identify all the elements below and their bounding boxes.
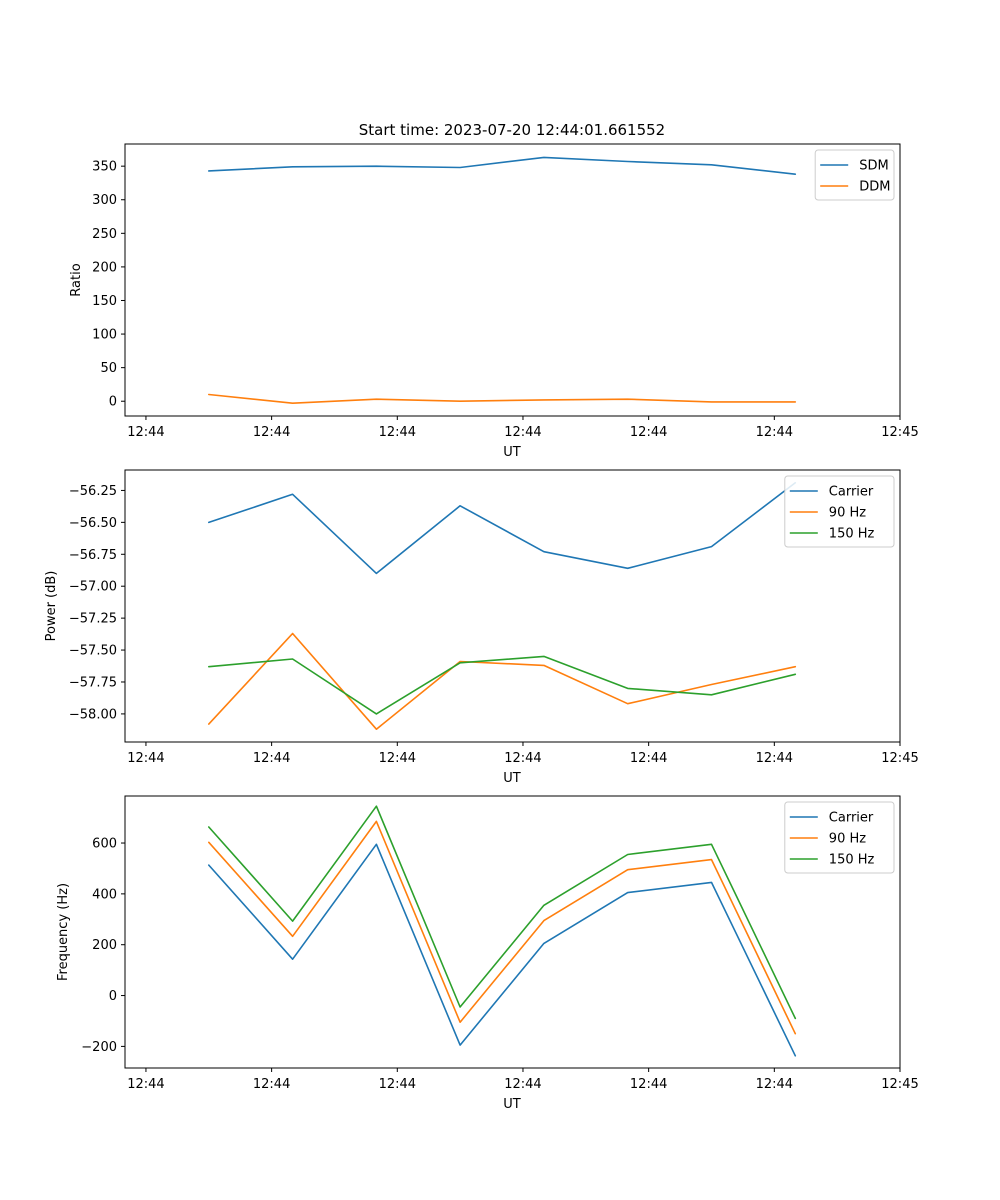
y-tick-label: −57.50 <box>69 644 117 659</box>
ratio-chart-panel: Start time: 2023-07-20 12:44:01.661552 U… <box>69 121 919 460</box>
x-tick-label: 12:44 <box>127 751 164 766</box>
y-tick-label: 100 <box>92 328 117 343</box>
legend-label-carrier: Carrier <box>829 485 874 500</box>
y-tick-label: 150 <box>92 294 117 309</box>
series-line-carrier <box>208 843 797 1057</box>
legend-label-150-hz: 150 Hz <box>829 853 875 868</box>
y-tick-label: 200 <box>92 938 117 953</box>
legend-frame <box>784 475 895 548</box>
y-tick-label: 0 <box>109 395 117 410</box>
y-tick-label: 50 <box>100 361 117 376</box>
legend-frame <box>784 801 895 874</box>
y-tick-label: 400 <box>92 887 117 902</box>
legend-label-90-hz: 90 Hz <box>829 506 866 521</box>
x-tick-label: 12:44 <box>379 751 416 766</box>
x-tick-label: 12:44 <box>127 425 164 440</box>
x-tick-label: 12:44 <box>630 425 667 440</box>
series-line-90-hz <box>208 820 797 1035</box>
plot-area-frame <box>124 795 901 1069</box>
chart-title: Start time: 2023-07-20 12:44:01.661552 <box>359 121 665 139</box>
series-line-ddm <box>208 393 797 405</box>
y-tick-label: −56.75 <box>69 548 117 563</box>
x-tick-label: 12:44 <box>127 1077 164 1092</box>
series-line-150-hz <box>208 805 797 1020</box>
x-tick-label: 12:44 <box>504 425 541 440</box>
x-tick-label: 12:44 <box>504 751 541 766</box>
y-tick-label: 250 <box>92 227 117 242</box>
y-tick-label: 300 <box>92 193 117 208</box>
y-axis-label: Frequency (Hz) <box>56 883 71 981</box>
x-tick-label: 12:44 <box>379 1077 416 1092</box>
y-tick-label: −200 <box>81 1040 117 1055</box>
series-line-90-hz <box>208 632 797 731</box>
plot-area-frame <box>124 469 901 743</box>
y-tick-label: −56.25 <box>69 484 117 499</box>
x-tick-label: 12:44 <box>756 1077 793 1092</box>
legend-label-sdm: SDM <box>859 159 888 174</box>
y-tick-label: −56.50 <box>69 516 117 531</box>
y-axis-label: Power (dB) <box>44 571 59 642</box>
series-line-sdm <box>208 156 797 175</box>
x-tick-label: 12:44 <box>630 1077 667 1092</box>
legend-label-150-hz: 150 Hz <box>829 527 875 542</box>
series-line-150-hz <box>208 655 797 715</box>
x-tick-label: 12:44 <box>756 425 793 440</box>
legend-label-90-hz: 90 Hz <box>829 832 866 847</box>
x-axis-label: UT <box>503 771 521 786</box>
y-tick-label: 200 <box>92 260 117 275</box>
x-tick-label: 12:44 <box>756 751 793 766</box>
y-tick-label: 0 <box>109 989 117 1004</box>
x-tick-label: 12:45 <box>881 751 918 766</box>
x-tick-label: 12:45 <box>881 425 918 440</box>
x-tick-label: 12:44 <box>504 1077 541 1092</box>
y-axis-label: Ratio <box>69 263 84 296</box>
y-tick-label: 350 <box>92 160 117 175</box>
legend-frame <box>814 149 895 201</box>
x-tick-label: 12:44 <box>253 1077 290 1092</box>
frequency-chart-panel: UT Frequency (Hz) 12:44 12:44 12:44 12:44 12… <box>56 795 919 1112</box>
legend-label-carrier: Carrier <box>829 811 874 826</box>
y-tick-label: −58.00 <box>69 707 117 722</box>
x-axis-label: UT <box>503 1097 521 1112</box>
y-tick-label: −57.00 <box>69 580 117 595</box>
y-tick-label: 600 <box>92 837 117 852</box>
y-tick-label: −57.25 <box>69 612 117 627</box>
x-tick-label: 12:45 <box>881 1077 918 1092</box>
x-tick-label: 12:44 <box>253 751 290 766</box>
x-axis-label: UT <box>503 445 521 460</box>
legend: Carrier 90 Hz 150 Hz <box>784 801 895 874</box>
legend: Carrier 90 Hz 150 Hz <box>784 475 895 548</box>
x-tick-label: 12:44 <box>379 425 416 440</box>
x-tick-label: 12:44 <box>630 751 667 766</box>
plot-area-frame <box>124 143 901 417</box>
y-tick-label: −57.75 <box>69 675 117 690</box>
power-chart-panel: UT Power (dB) 12:44 12:44 12:44 12:44 12:44 1… <box>44 469 919 786</box>
x-tick-label: 12:44 <box>253 425 290 440</box>
legend-label-ddm: DDM <box>859 180 890 195</box>
series-line-carrier <box>208 481 797 575</box>
legend: SDM DDM <box>814 149 895 201</box>
